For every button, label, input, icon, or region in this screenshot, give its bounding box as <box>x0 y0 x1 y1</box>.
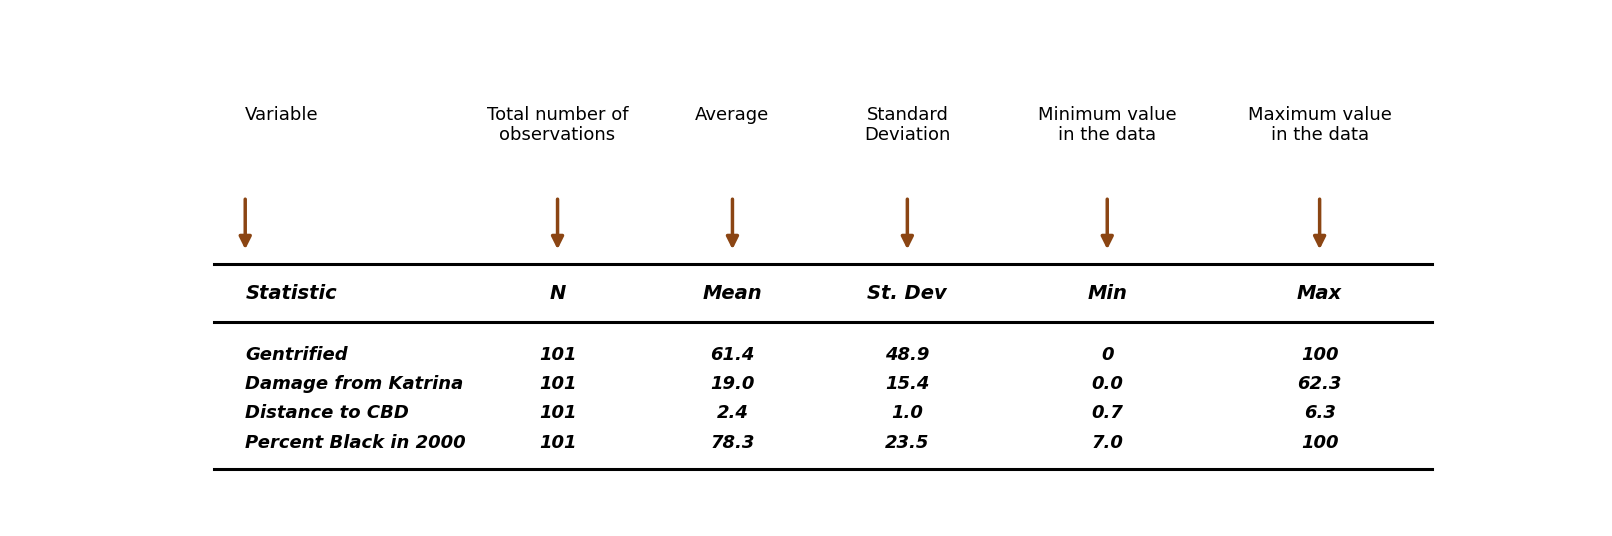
Text: Statistic: Statistic <box>245 284 337 303</box>
Text: Minimum value
in the data: Minimum value in the data <box>1038 106 1177 144</box>
Text: Variable: Variable <box>245 106 319 124</box>
Text: Min: Min <box>1088 284 1127 303</box>
Text: Total number of
observations: Total number of observations <box>487 106 629 144</box>
Text: Gentrified: Gentrified <box>245 346 348 364</box>
Text: 101: 101 <box>538 404 577 422</box>
Text: Percent Black in 2000: Percent Black in 2000 <box>245 434 466 452</box>
Text: 48.9: 48.9 <box>885 346 930 364</box>
Text: N: N <box>550 284 566 303</box>
Text: Maximum value
in the data: Maximum value in the data <box>1248 106 1391 144</box>
Text: Mean: Mean <box>703 284 762 303</box>
Text: St. Dev: St. Dev <box>867 284 948 303</box>
Text: 100: 100 <box>1301 346 1338 364</box>
Text: Standard
Deviation: Standard Deviation <box>864 106 951 144</box>
Text: 7.0: 7.0 <box>1091 434 1124 452</box>
Text: 101: 101 <box>538 434 577 452</box>
Text: 0.0: 0.0 <box>1091 375 1124 393</box>
Text: 62.3: 62.3 <box>1298 375 1341 393</box>
Text: Damage from Katrina: Damage from Katrina <box>245 375 464 393</box>
Text: 61.4: 61.4 <box>711 346 754 364</box>
Text: Average: Average <box>695 106 769 124</box>
Text: 6.3: 6.3 <box>1304 404 1336 422</box>
Text: Max: Max <box>1298 284 1343 303</box>
Text: 100: 100 <box>1301 434 1338 452</box>
Text: 23.5: 23.5 <box>885 434 930 452</box>
Text: 101: 101 <box>538 346 577 364</box>
Text: Distance to CBD: Distance to CBD <box>245 404 409 422</box>
Text: 0.7: 0.7 <box>1091 404 1124 422</box>
Text: 0: 0 <box>1101 346 1114 364</box>
Text: 78.3: 78.3 <box>711 434 754 452</box>
Text: 1.0: 1.0 <box>891 404 924 422</box>
Text: 101: 101 <box>538 375 577 393</box>
Text: 2.4: 2.4 <box>716 404 748 422</box>
Text: 15.4: 15.4 <box>885 375 930 393</box>
Text: 19.0: 19.0 <box>711 375 754 393</box>
